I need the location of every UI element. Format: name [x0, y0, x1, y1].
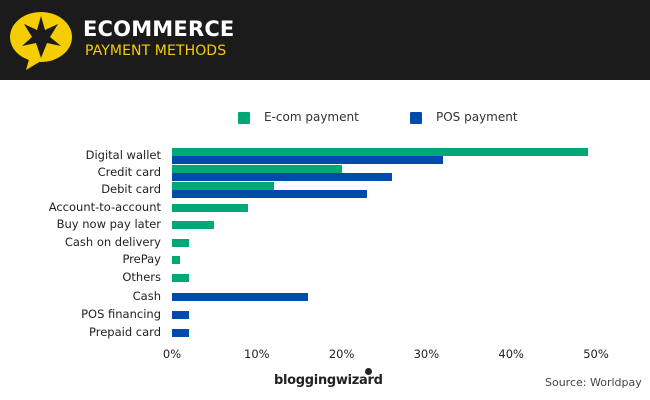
header-subtitle: PAYMENT METHODS [85, 43, 227, 59]
category-label: PrePay [122, 252, 161, 266]
x-tick-label: 30% [413, 347, 440, 361]
category-label: Buy now pay later [56, 217, 161, 231]
x-tick-label: 50% [583, 347, 609, 361]
ecom-bar [172, 182, 274, 190]
x-tick-label: 40% [498, 347, 524, 361]
source-note: Source: Worldpay [545, 376, 642, 389]
legend-label: POS payment [436, 110, 518, 124]
x-tick-label: 0% [162, 347, 182, 361]
pos-bar [172, 293, 308, 301]
pos-bar [172, 173, 393, 181]
x-tick-label: 20% [328, 347, 355, 361]
ecom-bar [172, 148, 588, 156]
category-label: Prepaid card [89, 325, 161, 339]
brand-logo: bloggingwizard [274, 373, 383, 388]
category-label: Account-to-account [48, 200, 161, 214]
category-label: Cash on delivery [64, 235, 161, 249]
category-label: Cash [132, 289, 161, 303]
category-label: Others [122, 270, 161, 284]
pos-bar [172, 329, 189, 337]
category-label: Credit card [97, 165, 161, 179]
star-speech-bubble-icon [10, 12, 72, 70]
header-banner: ECOMMERCE PAYMENT METHODS [0, 0, 650, 80]
ecom-bar [172, 256, 181, 264]
pos-swatch-icon [410, 112, 422, 124]
brand-dot-icon [365, 368, 372, 375]
x-tick-label: 10% [244, 347, 270, 361]
legend-label: E-com payment [264, 110, 359, 124]
ecom-bar [172, 239, 189, 247]
ecom-bar [172, 274, 189, 282]
ecom-bar [172, 204, 249, 212]
pos-bar [172, 190, 368, 198]
category-label: Digital wallet [85, 148, 161, 162]
category-label: POS financing [81, 307, 161, 321]
pos-bar [172, 311, 189, 319]
category-label: Debit card [101, 182, 161, 196]
ecom-bar [172, 221, 215, 229]
ecom-bar [172, 165, 342, 173]
header-title: ECOMMERCE [83, 17, 235, 41]
ecom-swatch-icon [238, 112, 250, 124]
pos-bar [172, 156, 444, 164]
